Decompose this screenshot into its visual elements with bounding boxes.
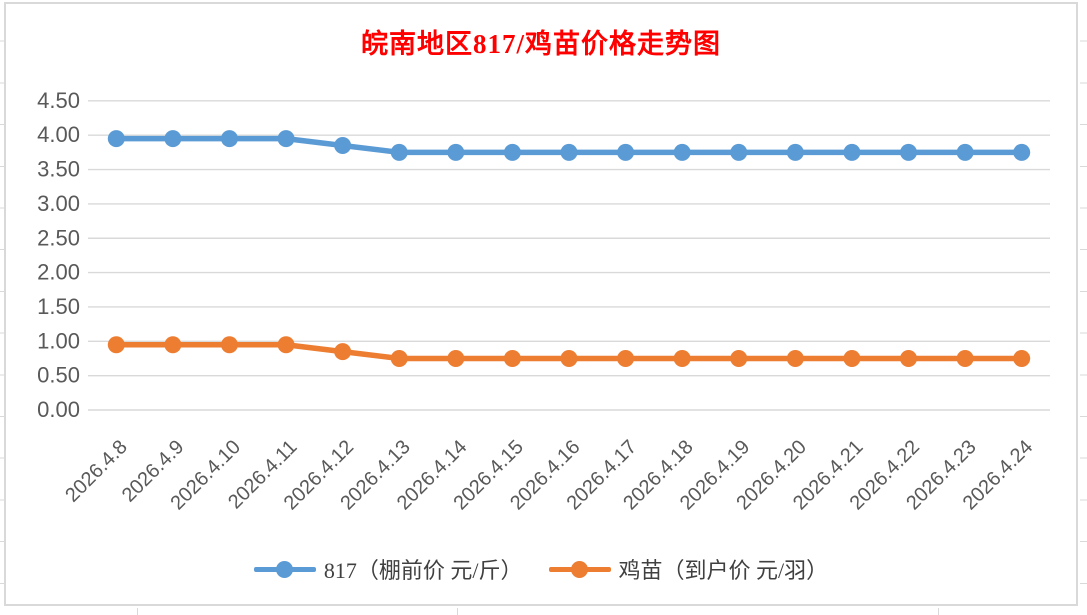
data-point-marker bbox=[277, 336, 295, 354]
data-point-marker bbox=[730, 349, 748, 367]
y-axis-tick-label: 0.00 bbox=[37, 397, 80, 422]
data-point-marker bbox=[447, 143, 465, 161]
legend-line-marker-icon bbox=[253, 560, 316, 578]
y-axis-tick-label: 0.50 bbox=[37, 363, 80, 388]
spreadsheet-cell-border bbox=[938, 608, 939, 615]
data-point-marker bbox=[334, 137, 352, 155]
chart-area: 皖南地区817/鸡苗价格走势图 0.00 0.50 1.00 1.50 2.00 2.50… bbox=[4, 2, 1078, 606]
data-point-marker bbox=[220, 130, 238, 148]
legend-label: 鸡苗（到户价 元/羽） bbox=[618, 558, 829, 583]
spreadsheet-gridlines-right bbox=[1080, 0, 1087, 615]
data-point-marker bbox=[560, 349, 578, 367]
legend-item: 817（棚前价 元/斤） bbox=[253, 553, 523, 585]
y-axis-tick-label: 2.50 bbox=[37, 225, 80, 250]
data-point-marker bbox=[220, 336, 238, 354]
data-point-marker bbox=[956, 143, 974, 161]
data-point-marker bbox=[843, 143, 861, 161]
data-point-marker bbox=[107, 130, 125, 148]
y-axis-tick-label: 4.50 bbox=[37, 88, 80, 113]
data-point-marker bbox=[560, 143, 578, 161]
y-axis-tick-label: 1.00 bbox=[37, 328, 80, 353]
y-axis-tick-label: 3.00 bbox=[37, 191, 80, 216]
data-point-marker bbox=[673, 349, 691, 367]
data-point-marker bbox=[334, 343, 352, 361]
legend-dot-icon bbox=[570, 560, 588, 578]
data-point-marker bbox=[673, 143, 691, 161]
data-point-marker bbox=[164, 130, 182, 148]
data-point-marker bbox=[164, 336, 182, 354]
data-point-marker bbox=[956, 349, 974, 367]
data-point-marker bbox=[503, 349, 521, 367]
data-point-marker bbox=[786, 143, 804, 161]
data-point-marker bbox=[1013, 349, 1031, 367]
y-axis-tick-label: 2.00 bbox=[37, 260, 80, 285]
data-point-marker bbox=[730, 143, 748, 161]
data-point-marker bbox=[503, 143, 521, 161]
legend-label: 817（棚前价 元/斤） bbox=[323, 558, 523, 583]
data-point-marker bbox=[447, 349, 465, 367]
chart-legend: 817（棚前价 元/斤） 鸡苗（到户价 元/羽） bbox=[6, 552, 1076, 586]
spreadsheet-strip-bottom bbox=[0, 608, 1087, 615]
legend-dot-icon bbox=[275, 560, 293, 578]
legend-line-marker-icon bbox=[548, 560, 611, 578]
y-axis-tick-label: 1.50 bbox=[37, 294, 80, 319]
data-point-marker bbox=[843, 349, 861, 367]
legend-item: 鸡苗（到户价 元/羽） bbox=[548, 553, 829, 585]
data-point-marker bbox=[277, 130, 295, 148]
spreadsheet-cell-border bbox=[457, 608, 458, 615]
y-axis-tick-label: 3.50 bbox=[37, 157, 80, 182]
data-point-marker bbox=[786, 349, 804, 367]
chart-title: 皖南地区817/鸡苗价格走势图 bbox=[360, 29, 721, 59]
data-point-marker bbox=[900, 143, 918, 161]
spreadsheet-cell-border bbox=[137, 608, 138, 615]
data-point-marker bbox=[1013, 143, 1031, 161]
data-point-marker bbox=[617, 143, 635, 161]
data-point-marker bbox=[390, 349, 408, 367]
data-point-marker bbox=[900, 349, 918, 367]
y-axis-tick-label: 4.00 bbox=[37, 122, 80, 147]
data-point-marker bbox=[390, 143, 408, 161]
data-point-marker bbox=[617, 349, 635, 367]
spreadsheet-gridlines-left bbox=[0, 0, 4, 615]
plot-area: 0.00 0.50 1.00 1.50 2.00 2.50 3.00 3.50 4.00 4.50… bbox=[37, 88, 1050, 514]
data-point-marker bbox=[107, 336, 125, 354]
x-axis-tick-label: 2026.4.8 bbox=[61, 436, 132, 507]
